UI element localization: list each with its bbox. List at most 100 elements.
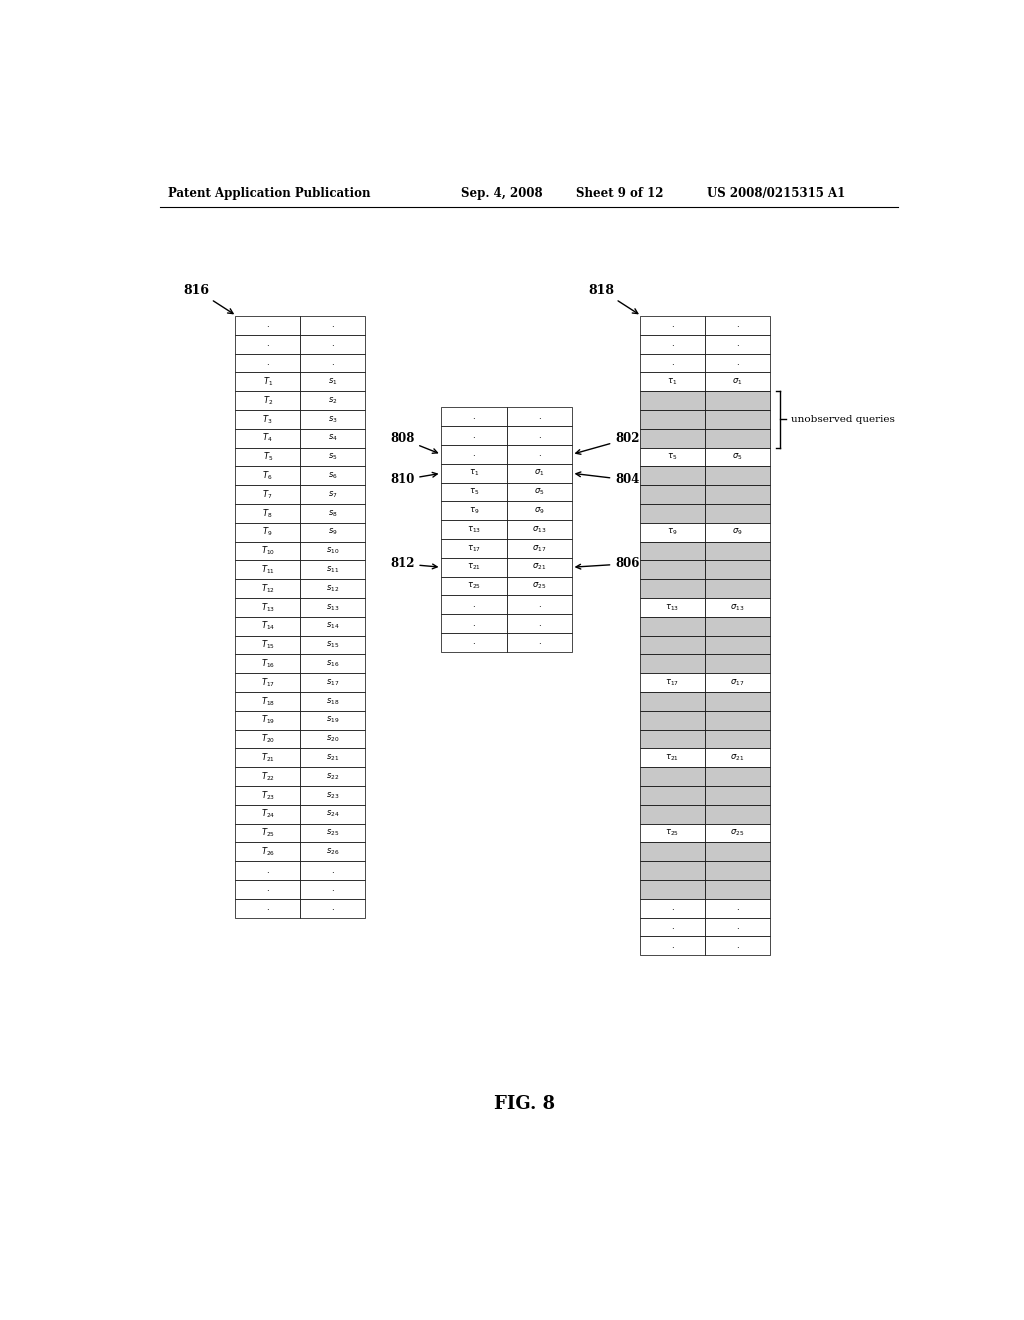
Text: .: . [538, 601, 541, 609]
Bar [640, 880, 705, 899]
Bar [705, 673, 770, 692]
Text: .: . [473, 639, 475, 647]
Text: $T_{8}$: $T_{8}$ [262, 507, 272, 520]
Bar [705, 861, 770, 880]
Bar [300, 541, 366, 561]
Text: $\tau_1$: $\tau_1$ [668, 376, 678, 387]
Text: $\sigma_{13}$: $\sigma_{13}$ [531, 524, 546, 535]
Text: 810: 810 [390, 473, 437, 486]
Text: $\sigma_1$: $\sigma_1$ [732, 376, 742, 387]
Text: $T_{6}$: $T_{6}$ [262, 470, 272, 482]
Bar [705, 880, 770, 899]
Text: $T_{1}$: $T_{1}$ [262, 375, 272, 388]
Bar [236, 880, 300, 899]
Text: $\sigma_5$: $\sigma_5$ [732, 451, 742, 462]
Bar [507, 539, 571, 558]
Text: $\tau_9$: $\tau_9$ [469, 506, 479, 516]
Bar [236, 598, 300, 616]
Bar [507, 483, 571, 502]
Bar [640, 673, 705, 692]
Text: .: . [736, 923, 738, 931]
Bar [640, 767, 705, 785]
Bar [507, 463, 571, 483]
Bar [236, 429, 300, 447]
Bar [705, 767, 770, 785]
Text: .: . [671, 942, 674, 950]
Bar [236, 579, 300, 598]
Text: US 2008/0215315 A1: US 2008/0215315 A1 [708, 187, 846, 201]
Bar [236, 692, 300, 710]
Bar [507, 614, 571, 634]
Bar [300, 315, 366, 335]
Text: .: . [473, 432, 475, 440]
Bar [705, 354, 770, 372]
Bar [300, 447, 366, 466]
Text: $s_{17}$: $s_{17}$ [326, 677, 339, 688]
Text: $T_{14}$: $T_{14}$ [260, 620, 274, 632]
Text: $T_{10}$: $T_{10}$ [260, 545, 274, 557]
Text: $s_{25}$: $s_{25}$ [326, 828, 339, 838]
Text: .: . [538, 413, 541, 421]
Bar [236, 842, 300, 861]
Bar [236, 523, 300, 541]
Bar [300, 636, 366, 655]
Text: .: . [266, 321, 269, 330]
Text: .: . [736, 904, 738, 912]
Bar [300, 861, 366, 880]
Bar [640, 561, 705, 579]
Text: $\tau_{21}$: $\tau_{21}$ [467, 562, 481, 573]
Text: .: . [736, 359, 738, 367]
Bar [236, 504, 300, 523]
Bar [507, 408, 571, 426]
Bar [441, 614, 507, 634]
Bar [236, 466, 300, 486]
Bar [705, 504, 770, 523]
Text: $s_{22}$: $s_{22}$ [326, 771, 339, 781]
Bar [300, 579, 366, 598]
Bar [507, 445, 571, 463]
Bar [640, 748, 705, 767]
Bar [236, 805, 300, 824]
Bar [705, 899, 770, 917]
Text: $T_{12}$: $T_{12}$ [261, 582, 274, 595]
Bar [300, 391, 366, 411]
Bar [300, 899, 366, 917]
Bar [441, 502, 507, 520]
Text: $\sigma_{17}$: $\sigma_{17}$ [730, 677, 744, 688]
Text: $\tau_{25}$: $\tau_{25}$ [666, 828, 679, 838]
Bar [640, 655, 705, 673]
Bar [300, 767, 366, 785]
Bar [236, 785, 300, 805]
Bar [441, 426, 507, 445]
Bar [300, 354, 366, 372]
Bar [705, 636, 770, 655]
Text: .: . [332, 341, 334, 348]
Bar [640, 692, 705, 710]
Text: $s_{11}$: $s_{11}$ [326, 565, 339, 576]
Bar [300, 842, 366, 861]
Text: $s_{14}$: $s_{14}$ [326, 620, 340, 631]
Bar [640, 504, 705, 523]
Text: $\sigma_{25}$: $\sigma_{25}$ [730, 828, 744, 838]
Text: $T_{15}$: $T_{15}$ [261, 639, 274, 651]
Bar [640, 523, 705, 541]
Bar [236, 561, 300, 579]
Bar [236, 710, 300, 730]
Bar [705, 917, 770, 936]
Text: $T_{24}$: $T_{24}$ [260, 808, 274, 821]
Text: $s_{19}$: $s_{19}$ [326, 715, 339, 726]
Text: Patent Application Publication: Patent Application Publication [168, 187, 371, 201]
Text: $s_{21}$: $s_{21}$ [326, 752, 339, 763]
Text: $T_{4}$: $T_{4}$ [262, 432, 273, 445]
Bar [705, 748, 770, 767]
Bar [300, 805, 366, 824]
Bar [236, 748, 300, 767]
Bar [640, 805, 705, 824]
Text: $T_{25}$: $T_{25}$ [261, 826, 274, 840]
Bar [705, 561, 770, 579]
Text: $s_{8}$: $s_{8}$ [328, 508, 338, 519]
Bar [441, 445, 507, 463]
Text: .: . [538, 450, 541, 458]
Text: $s_{23}$: $s_{23}$ [326, 791, 339, 801]
Text: $T_{26}$: $T_{26}$ [260, 846, 274, 858]
